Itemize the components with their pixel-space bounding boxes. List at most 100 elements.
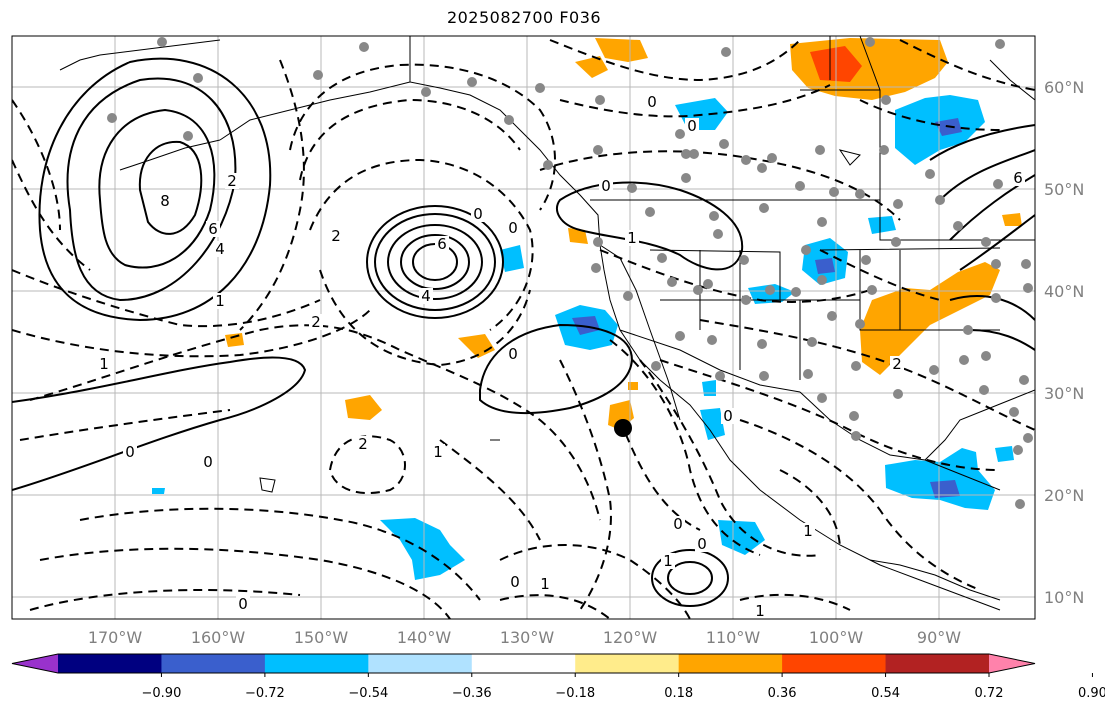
colorbar-tick-label: −0.36: [452, 686, 492, 701]
colorbar-segment: [885, 654, 990, 673]
contour-label: 0: [647, 93, 657, 111]
contour-label-bg: [206, 221, 220, 237]
colorbar-segment: [989, 654, 1035, 673]
contour-label-bg: [356, 436, 370, 452]
contour-label-bg: [435, 236, 449, 252]
longitude-label: 170°W: [88, 628, 143, 647]
longitude-labels: 170°W 160°W 150°W 140°W 130°W 120°W 110°W 100°W…: [88, 628, 961, 647]
contour-label-bg: [213, 293, 227, 309]
contour-label: 0: [508, 345, 518, 363]
colorbar-tick-label: 0.90: [1078, 686, 1105, 701]
colorbar-segment: [12, 654, 58, 673]
contour-label-bg: [506, 346, 520, 362]
storm-center-marker: [614, 419, 632, 437]
contour-label: 0: [203, 453, 213, 471]
contour-label-bg: [721, 408, 735, 424]
longitude-label: 120°W: [603, 628, 658, 647]
longitude-label: 160°W: [191, 628, 246, 647]
colorbar-tick-label: 0.36: [768, 686, 797, 701]
contour-label-bg: [661, 553, 675, 569]
contour-label-bg: [123, 444, 137, 460]
contour-label-bg: [213, 241, 227, 257]
contour-label: 2: [892, 355, 902, 373]
contour-label: 0: [673, 515, 683, 533]
contour-label-bg: [753, 603, 767, 619]
contour-label-bg: [201, 454, 215, 470]
colorbar-tick-label: −0.18: [555, 686, 595, 701]
longitude-label: 130°W: [500, 628, 555, 647]
contour-label-bg: [158, 193, 172, 209]
contour-label-bg: [225, 173, 239, 189]
contour-label-bg: [685, 118, 699, 134]
contour-label-bg: [890, 356, 904, 372]
contour-label: 0: [510, 573, 520, 591]
chart-title: 2025082700 F036: [446, 8, 602, 27]
latitude-labels: 60°N 50°N 40°N 30°N 20°N 10°N: [1044, 78, 1084, 607]
longitude-label: 110°W: [706, 628, 761, 647]
colorbar-outline: [11, 653, 1036, 674]
contour-label: 1: [540, 575, 550, 593]
contour-label-bg: [599, 178, 613, 194]
contour-label-bg: [97, 356, 111, 372]
contour-label-bg: [508, 574, 522, 590]
contour-label-bg: [625, 230, 639, 246]
longitude-label: 150°W: [294, 628, 349, 647]
contour-label: 1: [215, 292, 225, 310]
latitude-label: 60°N: [1044, 78, 1084, 97]
contour-label-bg: [309, 314, 323, 330]
contour-label-bg: [329, 228, 343, 244]
contour-label: 6: [1013, 169, 1023, 187]
colorbar-tick-label: 0.72: [975, 686, 1004, 701]
colorbar-segment: [678, 654, 783, 673]
latitude-label: 20°N: [1044, 486, 1084, 505]
colorbar: −0.90 −0.72 −0.54 −0.36 −0.18 0.18 0.36 0.54 0.7…: [11, 653, 1105, 701]
contour-label-bg: [431, 444, 445, 460]
colorbar-segment: [264, 654, 369, 673]
colorbar-segment: [58, 654, 162, 673]
contour-label: 8: [160, 192, 170, 210]
colorbar-segment: [782, 654, 887, 673]
contour-label: 0: [697, 535, 707, 553]
latitude-label: 10°N: [1044, 588, 1084, 607]
contour-label: 1: [755, 602, 765, 620]
contour-label: 2: [358, 435, 368, 453]
longitude-label: 100°W: [809, 628, 864, 647]
contour-label-bg: [801, 523, 815, 539]
colorbar-tick-label: 0.18: [664, 686, 693, 701]
contour-label: 0: [601, 177, 611, 195]
contour-label-bg: [1011, 170, 1025, 186]
contour-label: 1: [627, 229, 637, 247]
contour-label-bg: [419, 288, 433, 304]
contour-label-bg: [506, 220, 520, 236]
contour-label: 6: [208, 220, 218, 238]
longitude-label: 140°W: [397, 628, 452, 647]
longitude-label: 90°W: [917, 628, 961, 647]
contour-label-bg: [695, 536, 709, 552]
contour-label-bg: [471, 206, 485, 222]
colorbar-tick-label: −0.54: [348, 686, 388, 701]
colorbar-tick-label: −0.72: [245, 686, 285, 701]
contour-label: 1: [433, 443, 443, 461]
latitude-label: 50°N: [1044, 180, 1084, 199]
contour-label: 6: [437, 235, 447, 253]
contour-label: 1: [99, 355, 109, 373]
colorbar-segment: [471, 654, 576, 673]
colorbar-tick-label: −0.90: [142, 686, 182, 701]
colorbar-tick-label: 0.54: [871, 686, 900, 701]
contour-label-bg: [645, 94, 659, 110]
latitude-label: 30°N: [1044, 384, 1084, 403]
contour-label: 0: [125, 443, 135, 461]
colorbar-segment: [368, 654, 473, 673]
colorbar-segment: [161, 654, 266, 673]
contour-label-bg: [236, 596, 250, 612]
contour-label: 0: [473, 205, 483, 223]
contour-label: 1: [803, 522, 813, 540]
contour-label-bg: [538, 576, 552, 592]
contour-label: 2: [331, 227, 341, 245]
contour-label: 4: [215, 240, 225, 258]
contour-label: 2: [311, 313, 321, 331]
contour-label: 0: [238, 595, 248, 613]
contour-label: 0: [723, 407, 733, 425]
